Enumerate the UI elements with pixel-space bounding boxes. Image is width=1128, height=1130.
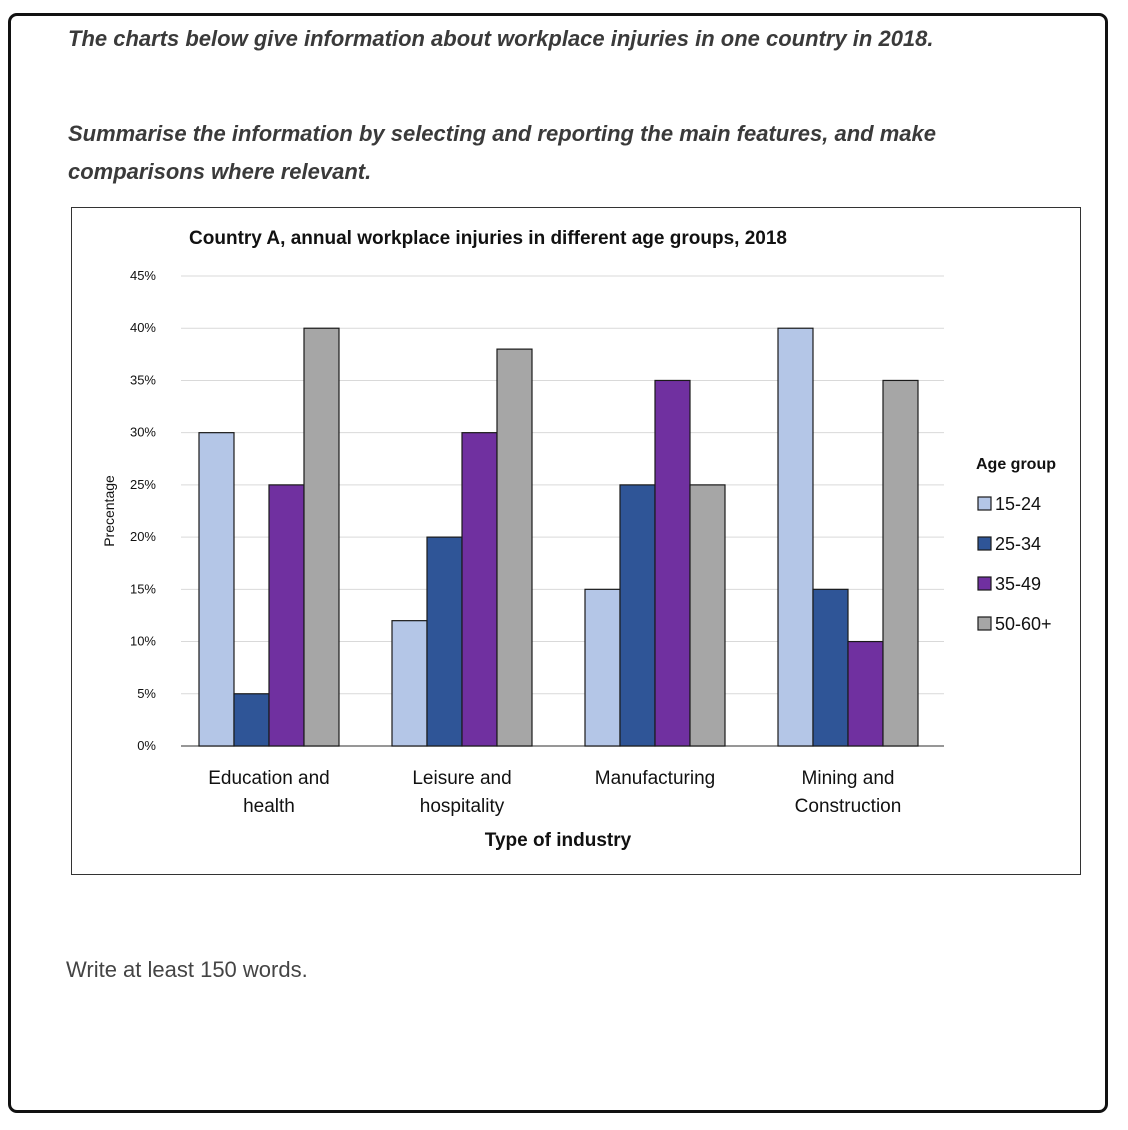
task-prompt-line-1: The charts below give information about … [68, 26, 934, 51]
legend: Age group 15-24 25-34 35-49 50-60+ [976, 456, 1056, 634]
chart-frame: 0% 5% 10% 15% 20% 25% 30% 35% 40% 45% Country A, a… [71, 207, 1081, 875]
category-label: Education and [208, 768, 330, 789]
bar-50-60+-3 [882, 379, 919, 747]
legend-label-35-49: 35-49 [995, 574, 1041, 594]
legend-swatch-15-24 [977, 496, 992, 511]
task-prompt-line-2: Summarise the information by selecting a… [68, 121, 936, 184]
bar-15-24-3 [777, 327, 814, 747]
legend-label-25-34: 25-34 [995, 534, 1041, 554]
category-label: Construction [795, 796, 902, 817]
bar-50-60+-2 [689, 484, 726, 747]
category-label: Leisure and [412, 768, 511, 789]
bar-chart: 0% 5% 10% 15% 20% 25% 30% 35% 40% 45% Country A, a… [101, 228, 1056, 851]
x-axis-label: Type of industry [485, 830, 632, 851]
legend-label-15-24: 15-24 [995, 494, 1041, 514]
legend-label-50-60+: 50-60+ [995, 614, 1052, 634]
y-tick-label: 45% [130, 268, 156, 283]
category-label: health [243, 796, 295, 817]
legend-title: Age group [976, 456, 1056, 473]
chart-title: Country A, annual workplace injuries in … [189, 228, 787, 249]
bar-15-24-1 [391, 620, 428, 747]
bar-15-24-2 [584, 588, 621, 747]
legend-swatch-50-60+ [977, 616, 992, 631]
y-tick-label: 10% [130, 634, 156, 649]
y-axis-label: Precentage [101, 475, 117, 547]
bars [198, 327, 919, 747]
y-tick-label: 35% [130, 372, 156, 387]
y-tick-label: 40% [130, 320, 156, 335]
bar-35-49-3 [847, 640, 884, 747]
category-label: Mining and [802, 768, 895, 789]
bar-35-49-2 [654, 379, 691, 747]
legend-swatch-25-34 [977, 536, 992, 551]
y-tick-label: 20% [130, 529, 156, 544]
y-tick-label: 15% [130, 581, 156, 596]
bar-35-49-0 [268, 484, 305, 747]
bar-50-60+-1 [496, 348, 533, 747]
category-label: hospitality [420, 796, 505, 817]
y-tick-label: 0% [137, 738, 156, 753]
y-tick-label: 25% [130, 477, 156, 492]
bar-25-34-0 [233, 693, 270, 747]
bar-25-34-3 [812, 588, 849, 747]
bar-25-34-1 [426, 536, 463, 747]
y-tick-label: 5% [137, 686, 156, 701]
bar-35-49-1 [461, 432, 498, 747]
bar-15-24-0 [198, 432, 235, 747]
chart-text: 0% 5% 10% 15% 20% 25% 30% 35% 40% 45% Country A, a… [101, 228, 901, 851]
category-label: Manufacturing [595, 768, 715, 789]
bar-50-60+-0 [303, 327, 340, 747]
y-tick-label: 30% [130, 425, 156, 440]
bar-25-34-2 [619, 484, 656, 747]
word-count-instruction: Write at least 150 words. [66, 957, 308, 982]
legend-swatch-35-49 [977, 576, 992, 591]
